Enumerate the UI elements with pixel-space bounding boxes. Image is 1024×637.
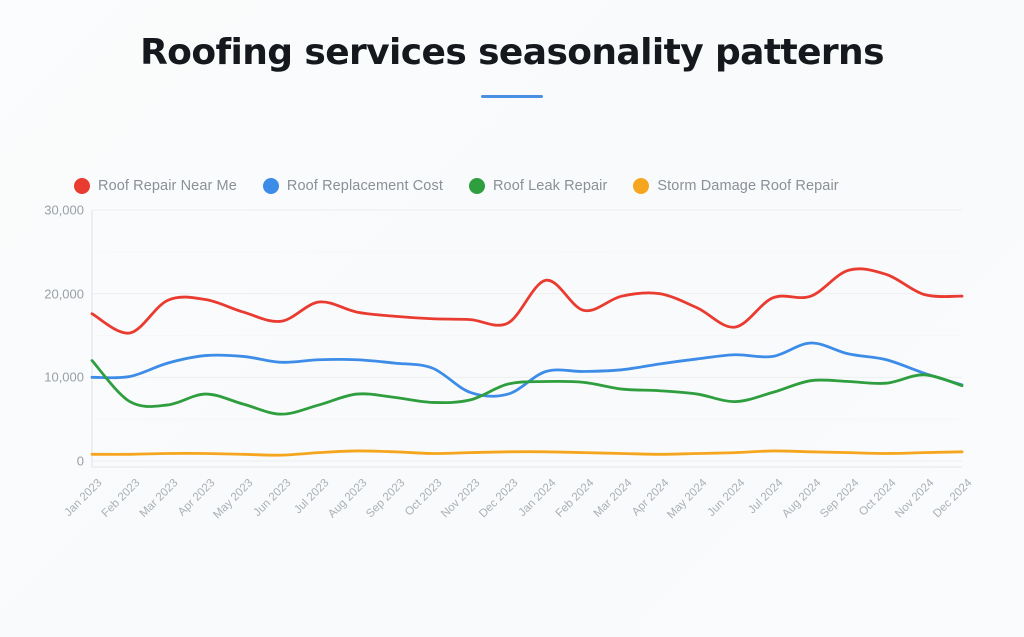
y-axis-tick-label: 20,000 xyxy=(44,286,84,302)
series-line xyxy=(90,449,964,457)
page-title: Roofing services seasonality patterns xyxy=(140,32,884,73)
legend-item[interactable]: Roof Repair Near Me xyxy=(74,178,237,194)
legend-item[interactable]: Roof Replacement Cost xyxy=(262,178,443,194)
series-line xyxy=(90,267,964,335)
y-axis-tick-label: 0 xyxy=(76,453,84,469)
circle-marker-icon xyxy=(633,178,650,194)
title-underline-accent xyxy=(481,95,543,98)
legend-item-label: Roof Repair Near Me xyxy=(98,178,237,194)
y-axis-tick-label: 10,000 xyxy=(44,369,84,385)
y-axis-tick-label: 30,000 xyxy=(44,202,84,218)
legend-item-label: Roof Leak Repair xyxy=(492,178,608,194)
legend-item-label: Roof Replacement Cost xyxy=(286,178,443,194)
legend-item-label: Storm Damage Roof Repair xyxy=(657,178,839,194)
chart-header: Roofing services seasonality patterns xyxy=(0,30,1024,98)
legend-item[interactable]: Storm Damage Roof Repair xyxy=(633,178,839,194)
series-line xyxy=(90,359,964,416)
circle-marker-icon xyxy=(74,178,90,194)
circle-marker-icon xyxy=(262,178,279,194)
chart-legend: Roof Repair Near Me Roof Replacement Cost… xyxy=(74,178,954,194)
legend-item[interactable]: Roof Leak Repair xyxy=(468,178,608,194)
circle-marker-icon xyxy=(468,178,485,194)
y-axis-labels: 0 10,000 20,000 30,000 xyxy=(0,0,84,637)
